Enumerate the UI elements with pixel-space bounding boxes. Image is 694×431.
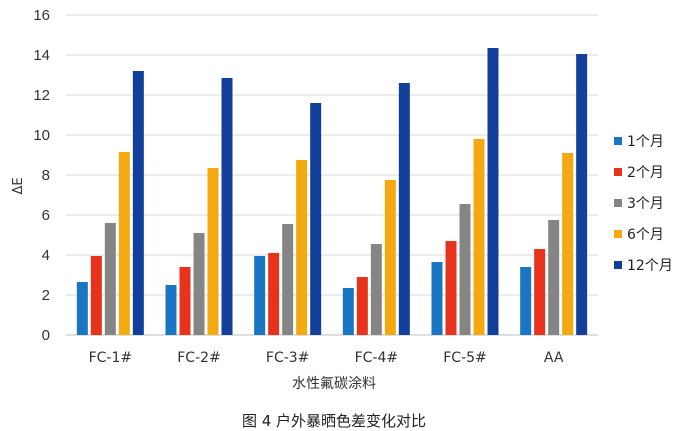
figure-caption: 图 4 户外暴晒色差变化对比 [242,412,426,430]
bar-FC-4-5 [398,83,410,335]
legend-label: 1个月 [627,134,664,150]
bar-FC-3-2 [268,253,280,335]
bar-FC-1-2 [90,256,102,335]
legend-label: 6个月 [627,227,664,243]
legend-swatch [614,230,622,238]
bar-AA-4 [562,153,574,335]
legend-swatch [614,137,622,145]
bar-FC-3-3 [282,224,294,335]
legend-label: 3个月 [627,196,664,212]
bar-FC-4-3 [370,244,382,335]
x-tick-label: FC-3# [266,350,310,366]
bar-FC-1-3 [104,223,116,335]
bars [76,48,588,335]
bar-FC-3-5 [310,103,322,335]
x-axis-ticks: FC-1# FC-2# FC-3# FC-4# FC-5# AA [89,350,564,366]
x-tick-label: FC-4# [355,350,399,366]
bar-FC-4-4 [384,180,396,335]
bar-FC-4-2 [356,277,368,335]
x-tick-label: FC-5# [443,350,487,366]
bar-FC-5-1 [431,262,443,335]
bar-FC-3-1 [254,256,266,335]
legend-label: 2个月 [627,165,664,181]
x-tick-label: FC-1# [89,350,133,366]
y-tick-label: 0 [42,327,50,344]
bar-FC-4-1 [342,288,354,335]
y-tick-label: 10 [33,127,50,144]
bar-FC-5-3 [459,204,471,335]
x-tick-label: AA [544,350,564,366]
bar-FC-2-2 [179,267,191,335]
bar-FC-5-4 [473,139,485,335]
bar-AA-1 [520,267,532,335]
y-tick-label: 6 [42,207,50,224]
bar-FC-2-4 [207,168,219,335]
y-tick-label: 16 [33,7,50,24]
legend-swatch [614,199,622,207]
y-axis-label: ΔE [11,177,26,194]
y-tick-label: 14 [33,47,50,64]
legend: 1个月 2个月 3个月 6个月 12个月 [614,134,673,274]
y-tick-label: 8 [42,167,50,184]
bar-FC-2-5 [221,78,233,335]
bar-FC-5-5 [487,48,499,335]
y-axis-ticks: 0 2 4 6 8 10 12 14 16 [33,7,50,344]
bar-FC-1-4 [118,152,130,335]
bar-FC-1-5 [132,71,144,335]
bar-AA-3 [548,220,560,335]
y-tick-label: 12 [33,87,50,104]
legend-swatch [614,261,622,269]
x-tick-label: FC-2# [177,350,221,366]
y-tick-label: 2 [42,287,50,304]
legend-swatch [614,168,622,176]
y-tick-label: 4 [42,247,50,264]
bar-FC-5-2 [445,241,457,335]
bar-FC-1-1 [76,282,88,335]
gridlines [66,14,598,336]
legend-label: 12个月 [627,258,673,274]
x-axis-label: 水性氟碳涂料 [292,376,376,392]
bar-FC-2-3 [193,233,205,335]
bar-FC-2-1 [165,285,177,335]
bar-AA-2 [534,249,546,335]
bar-AA-5 [576,54,588,335]
bar-FC-3-4 [296,160,308,335]
